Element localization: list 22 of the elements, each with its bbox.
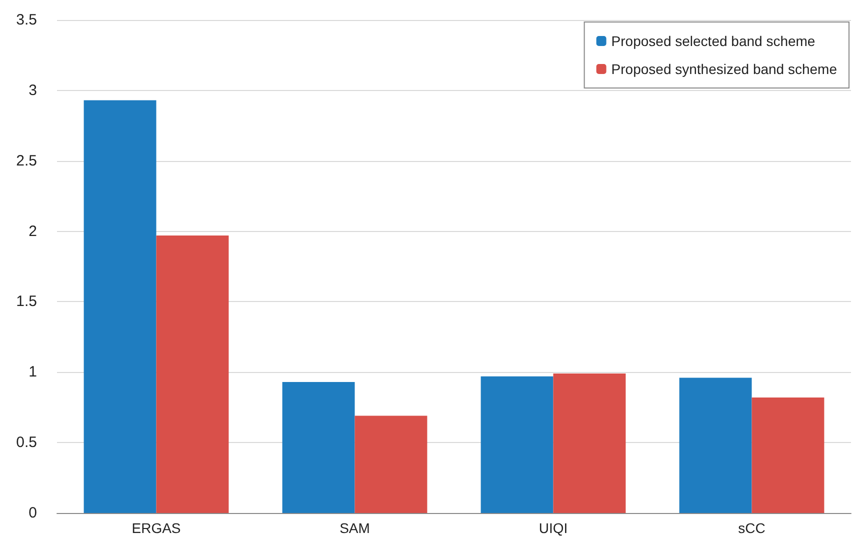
y-tick-label: 3.5 [16,12,37,28]
y-tick-label: 0 [28,504,37,522]
x-tick-label: sCC [738,520,766,536]
bar [752,397,824,513]
bar [282,382,355,513]
legend-label: Proposed selected band scheme [611,33,816,49]
y-tick-label: 2.5 [16,152,37,170]
bar [553,374,626,513]
legend-label: Proposed synthesized band scheme [611,61,838,77]
x-tick-label: ERGAS [132,520,181,536]
bar [354,416,428,513]
y-tick-label: 3 [28,82,37,99]
bar [480,376,554,513]
x-tick-label: UIQI [538,520,568,536]
bar [84,100,156,513]
bar [679,378,752,513]
x-tick-label: SAM [340,520,370,536]
bar [156,236,229,513]
y-tick-label: 0.5 [16,434,37,452]
y-tick-label: 1 [28,364,37,381]
y-tick-label: 2 [28,222,37,240]
y-tick-label: 1.5 [16,293,37,310]
